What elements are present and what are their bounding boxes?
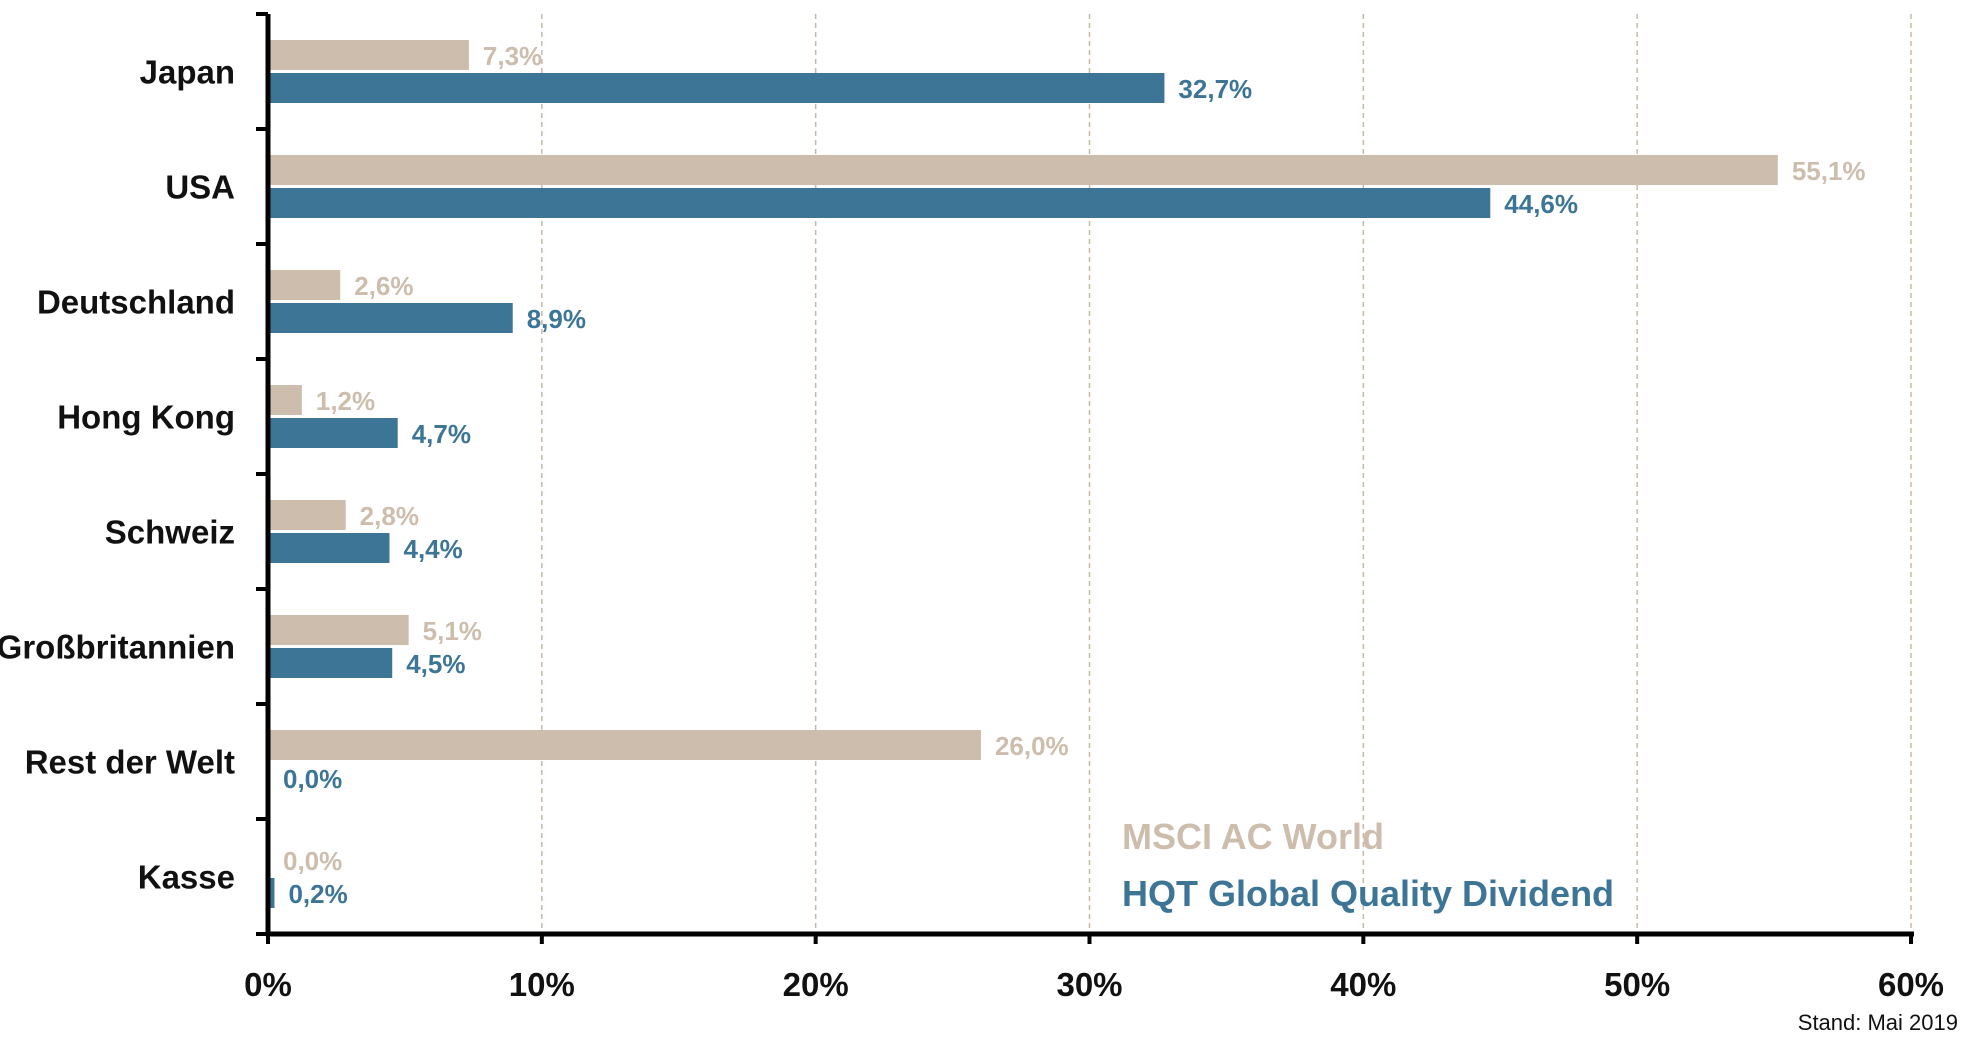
x-tick-label-60: 60% <box>1878 966 1944 1003</box>
bar-msci-schweiz <box>269 500 346 530</box>
bar-msci-deutschland <box>269 270 341 300</box>
x-tick-label-10: 10% <box>509 966 575 1003</box>
value-label-hqt-usa: 44,6% <box>1504 189 1578 219</box>
bar-hqt-deutschland <box>269 303 513 333</box>
category-label-gro-britannien: Großbritannien <box>0 629 235 666</box>
value-labels: 7,3%32,7%55,1%44,6%2,6%8,9%1,2%4,7%2,8%4… <box>283 41 1866 909</box>
axis-ticks <box>256 12 1913 944</box>
x-tick-label-40: 40% <box>1330 966 1396 1003</box>
grid-lines <box>541 14 1912 934</box>
value-label-hqt-rest-der-welt: 0,0% <box>283 764 342 794</box>
category-label-usa: USA <box>165 169 235 206</box>
value-label-msci-schweiz: 2,8% <box>360 501 419 531</box>
category-label-deutschland: Deutschland <box>37 284 235 321</box>
bar-msci-hong-kong <box>269 385 302 415</box>
category-label-schweiz: Schweiz <box>105 514 235 551</box>
category-labels: Japan USA Deutschland Hong Kong Schweiz Großb… <box>0 54 235 896</box>
value-label-msci-kasse: 0,0% <box>283 846 342 876</box>
value-label-msci-usa: 55,1% <box>1792 156 1866 186</box>
value-label-msci-hong-kong: 1,2% <box>316 386 375 416</box>
x-tick-label-0: 0% <box>244 966 292 1003</box>
bars <box>269 40 1778 908</box>
value-label-msci-gro-britannien: 5,1% <box>423 616 482 646</box>
value-label-hqt-kasse: 0,2% <box>288 879 347 909</box>
legend-entry-hqt: HQT Global Quality Dividend <box>1122 873 1614 914</box>
x-tick-label-20: 20% <box>783 966 849 1003</box>
x-tick-label-30: 30% <box>1056 966 1122 1003</box>
bar-hqt-schweiz <box>269 533 390 563</box>
value-label-msci-rest-der-welt: 26,0% <box>995 731 1069 761</box>
bar-hqt-hong-kong <box>269 418 398 448</box>
x-tick-label-50: 50% <box>1604 966 1670 1003</box>
value-label-hqt-deutschland: 8,9% <box>527 304 586 334</box>
category-label-japan: Japan <box>140 54 235 91</box>
legend: MSCI AC World HQT Global Quality Dividen… <box>1122 816 1614 914</box>
bar-hqt-kasse <box>269 878 275 908</box>
bar-msci-rest-der-welt <box>269 730 981 760</box>
value-label-hqt-hong-kong: 4,7% <box>412 419 471 449</box>
value-label-hqt-schweiz: 4,4% <box>403 534 462 564</box>
value-label-hqt-japan: 32,7% <box>1178 74 1252 104</box>
category-label-kasse: Kasse <box>138 859 235 896</box>
category-label-rest-der-welt: Rest der Welt <box>25 744 235 781</box>
x-tick-labels: 0% 10% 20% 30% 40% 50% 60% <box>244 966 1944 1003</box>
bar-msci-usa <box>269 155 1778 185</box>
value-label-hqt-gro-britannien: 4,5% <box>406 649 465 679</box>
legend-entry-msci: MSCI AC World <box>1122 816 1384 857</box>
bar-msci-gro-britannien <box>269 615 409 645</box>
value-label-msci-deutschland: 2,6% <box>354 271 413 301</box>
footnote: Stand: Mai 2019 <box>1798 1010 1958 1035</box>
bar-hqt-usa <box>269 188 1491 218</box>
bar-msci-japan <box>269 40 469 70</box>
value-label-msci-japan: 7,3% <box>483 41 542 71</box>
bar-hqt-japan <box>269 73 1165 103</box>
bar-hqt-gro-britannien <box>269 648 393 678</box>
category-label-hong-kong: Hong Kong <box>57 399 235 436</box>
